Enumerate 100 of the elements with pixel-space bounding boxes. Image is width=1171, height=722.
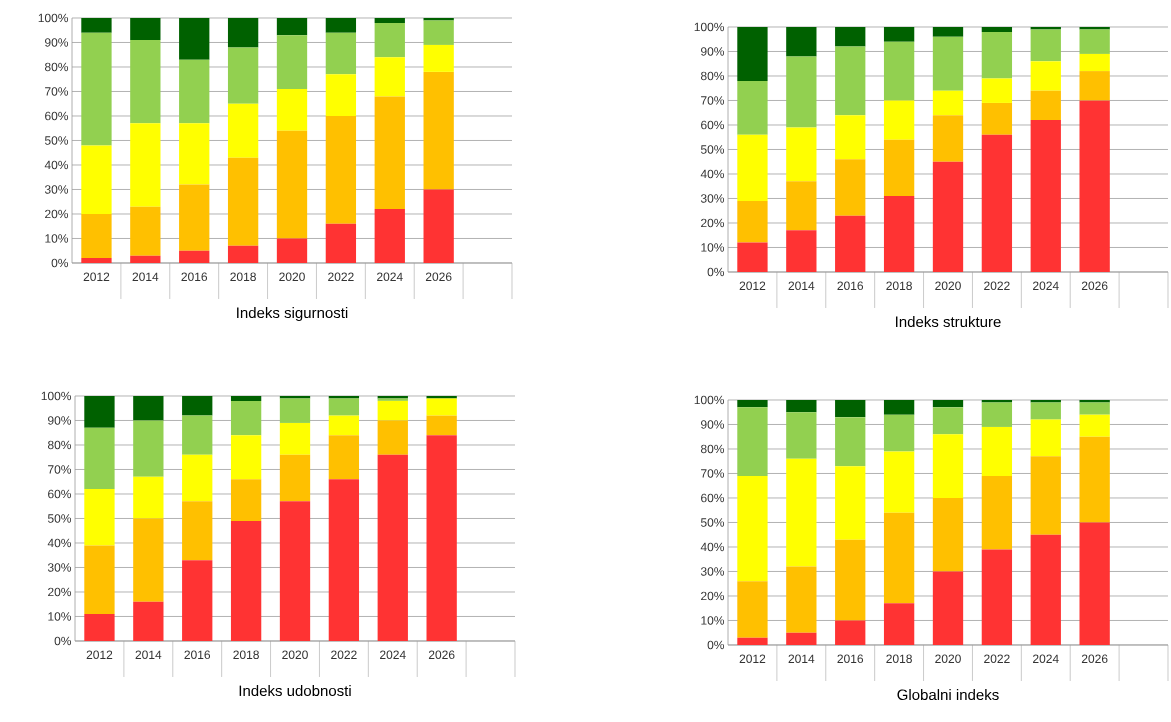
bar — [932, 399, 964, 408]
bar — [1079, 100, 1110, 272]
x-tick-label: 2026 — [1081, 281, 1108, 291]
bar — [423, 20, 454, 45]
y-tick-label: 0% — [51, 258, 69, 268]
bar — [182, 501, 213, 561]
x-tick-label: 2026 — [425, 272, 452, 282]
y-tick-label: 60% — [48, 489, 72, 499]
y-tick-label: 100% — [38, 13, 69, 23]
bar — [325, 17, 357, 33]
y-tick-label: 100% — [41, 391, 72, 401]
bar — [179, 184, 210, 251]
bar — [835, 215, 866, 272]
bar — [1030, 29, 1061, 62]
bar — [84, 427, 115, 490]
y-tick-label: 30% — [700, 567, 725, 576]
x-tick-label: 2016 — [837, 654, 864, 664]
bar — [786, 127, 817, 182]
bar — [883, 603, 915, 645]
bar — [426, 415, 457, 436]
bar — [737, 399, 768, 408]
bar — [377, 420, 408, 455]
bar — [374, 209, 405, 263]
x-tick-label: 2016 — [181, 272, 208, 282]
bar — [1079, 436, 1110, 523]
bar — [230, 395, 262, 401]
bar — [932, 90, 964, 116]
x-tick-label: 2014 — [788, 281, 815, 291]
y-tick-label: 80% — [700, 444, 725, 454]
bar — [423, 44, 454, 72]
x-tick-label: 2024 — [1033, 281, 1059, 291]
bar — [737, 134, 768, 201]
bar — [932, 571, 964, 645]
y-tick-label: 100% — [694, 22, 725, 32]
bar — [182, 415, 213, 455]
x-tick-label: 2024 — [1033, 654, 1059, 664]
bar — [835, 539, 866, 621]
bar — [227, 157, 259, 246]
bar — [328, 479, 360, 641]
bar — [325, 223, 357, 263]
bar — [133, 601, 164, 641]
bar — [279, 501, 311, 641]
x-tick-label: 2012 — [739, 654, 766, 664]
bar — [932, 434, 964, 498]
x-tick-label: 2014 — [135, 650, 162, 660]
bar — [786, 230, 817, 272]
bar — [1030, 534, 1061, 645]
text: Indeks sigurnosti — [237, 307, 348, 322]
bar — [737, 407, 768, 476]
x-tick-label: 2012 — [739, 281, 766, 291]
bar — [182, 560, 213, 641]
y-tick-label: 10% — [45, 234, 69, 243]
bar — [835, 399, 866, 418]
x-tick-label: 2022 — [328, 272, 354, 282]
bar — [981, 402, 1013, 427]
x-tick-label: 2018 — [886, 654, 912, 664]
y-tick-label: 90% — [701, 47, 725, 56]
y-tick-label: 100% — [694, 395, 725, 405]
x-tick-label: 2018 — [886, 281, 912, 291]
y-tick-label: 40% — [700, 542, 725, 552]
bar — [84, 614, 115, 641]
bar — [133, 518, 164, 602]
bar — [786, 26, 817, 57]
bar — [932, 161, 964, 272]
bar — [737, 26, 768, 81]
bar — [276, 130, 308, 239]
bar — [883, 399, 915, 415]
bar — [932, 407, 964, 435]
bar — [835, 46, 866, 116]
bar — [130, 206, 161, 256]
y-tick-label: 20% — [701, 218, 725, 228]
bar — [737, 637, 768, 645]
y-tick-label: 80% — [47, 440, 72, 450]
bar — [423, 189, 454, 263]
y-tick-label: 90% — [701, 420, 725, 429]
bar — [227, 103, 259, 158]
y-tick-label: 50% — [700, 145, 725, 154]
bar — [182, 395, 213, 416]
y-tick-label: 90% — [45, 38, 69, 47]
x-tick-label: 2014 — [132, 272, 159, 282]
bar — [1030, 402, 1061, 420]
bar — [835, 417, 866, 467]
bar — [227, 17, 259, 48]
bar — [279, 398, 311, 423]
y-tick-label: 50% — [44, 136, 69, 145]
bar — [883, 414, 915, 452]
bar — [786, 56, 817, 128]
y-tick-label: 0% — [54, 636, 72, 646]
bar — [883, 26, 915, 42]
bar — [276, 89, 308, 131]
bar — [1030, 61, 1061, 91]
bar — [179, 59, 210, 124]
bar — [182, 454, 213, 502]
bar — [423, 71, 454, 190]
bar — [374, 57, 405, 97]
y-tick-label: 80% — [44, 62, 69, 72]
y-tick-label: 70% — [48, 465, 72, 474]
bar — [786, 399, 817, 413]
bar — [328, 398, 360, 416]
y-tick-label: 40% — [47, 538, 72, 548]
